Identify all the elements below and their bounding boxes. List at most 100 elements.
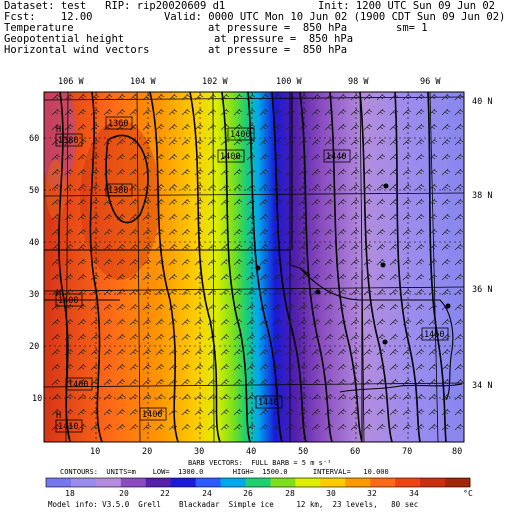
wind-barb (285, 183, 295, 191)
wind-barb (181, 273, 191, 281)
wind-barb (415, 333, 425, 341)
wind-barb (64, 408, 74, 416)
wind-barb (116, 153, 126, 161)
svg-text:1440: 1440 (258, 398, 278, 408)
wind-barb (51, 333, 61, 341)
wind-barb (220, 93, 230, 101)
wind-barb (337, 408, 347, 416)
wind-barb (194, 303, 204, 311)
wind-barb (220, 288, 230, 296)
wind-barb (77, 183, 87, 191)
wind-barb (129, 168, 139, 176)
wind-barb (350, 123, 360, 131)
x-tick: 10 (90, 447, 100, 457)
colorbar-swatch (220, 478, 246, 487)
wind-barb (441, 243, 451, 251)
wind-barb (337, 303, 347, 311)
wind-barb (220, 243, 230, 251)
wind-barb (259, 258, 269, 266)
wind-barb (441, 393, 451, 401)
wind-barb (311, 198, 321, 206)
wind-barb (142, 93, 152, 101)
wind-barb (194, 123, 204, 131)
wind-barb (389, 243, 399, 251)
wind-barb (207, 393, 217, 401)
wind-barb (376, 288, 386, 296)
wind-barb (181, 288, 191, 296)
height-label-2: 1380 (55, 133, 83, 147)
lat-label: 40 N (472, 97, 492, 107)
wind-barb (220, 378, 230, 386)
wind-barb (324, 123, 334, 131)
colorbar-swatch (245, 478, 271, 487)
wind-barb (311, 363, 321, 371)
wind-barb (194, 153, 204, 161)
height-label-5: 1400 (217, 149, 245, 163)
y-tick: 30 (29, 290, 39, 300)
wind-barb (415, 408, 425, 416)
wind-barb (129, 273, 139, 281)
colorbar-swatch (370, 478, 396, 487)
wind-barb (376, 228, 386, 236)
wind-barb (207, 363, 217, 371)
wind-barbs (51, 93, 464, 431)
wind-barb (402, 303, 412, 311)
barb-vectors-note: BARB VECTORS: FULL BARB = 5 m s⁻¹ (188, 459, 332, 467)
wind-barb (402, 198, 412, 206)
wind-barb (311, 408, 321, 416)
wind-barb (311, 333, 321, 341)
wind-barb (311, 273, 321, 281)
wind-barb (337, 258, 347, 266)
wind-barb (142, 183, 152, 191)
wind-barb (298, 258, 308, 266)
wind-barb (350, 153, 360, 161)
wind-barb (64, 228, 74, 236)
wind-barb (64, 123, 74, 131)
wind-barb (129, 408, 139, 416)
x-tick: 50 (298, 447, 308, 457)
wind-barb (402, 288, 412, 296)
wind-barb (90, 303, 100, 311)
wind-barb (298, 273, 308, 281)
wind-barb (259, 168, 269, 176)
wind-barb (337, 393, 347, 401)
wind-barb (220, 108, 230, 116)
wind-barb (311, 168, 321, 176)
wind-barb (454, 93, 464, 101)
wind-barb (350, 243, 360, 251)
wind-barb (155, 153, 165, 161)
wind-barb (246, 288, 256, 296)
wind-barb (77, 348, 87, 356)
height-label-10: 1410 (55, 419, 83, 433)
wind-barb (51, 93, 61, 101)
wind-barb (194, 363, 204, 371)
wind-barb (350, 108, 360, 116)
wind-barb (233, 423, 243, 431)
colorbar-swatch (395, 478, 421, 487)
wind-barb (311, 318, 321, 326)
wind-barb (376, 333, 386, 341)
wind-barb (363, 408, 373, 416)
wind-barb (155, 303, 165, 311)
wind-barb (337, 93, 347, 101)
wind-barb (155, 168, 165, 176)
wind-barb (51, 168, 61, 176)
colorbar-swatch (445, 478, 471, 487)
wind-barb (272, 348, 282, 356)
wind-barb (168, 213, 178, 221)
wind-barb (246, 273, 256, 281)
model-info: Model info: V3.5.0 Grell Blackadar Simpl… (48, 500, 419, 509)
wind-barb (311, 258, 321, 266)
wind-barb (207, 303, 217, 311)
wind-barb (142, 213, 152, 221)
wind-barb (181, 423, 191, 431)
wind-barb (155, 333, 165, 341)
wind-barb (103, 393, 113, 401)
wind-barb (142, 393, 152, 401)
wind-barb (220, 318, 230, 326)
wind-barb (168, 318, 178, 326)
wind-barb (207, 213, 217, 221)
wind-barb (324, 93, 334, 101)
wind-barb (194, 168, 204, 176)
wind-barb (116, 138, 126, 146)
